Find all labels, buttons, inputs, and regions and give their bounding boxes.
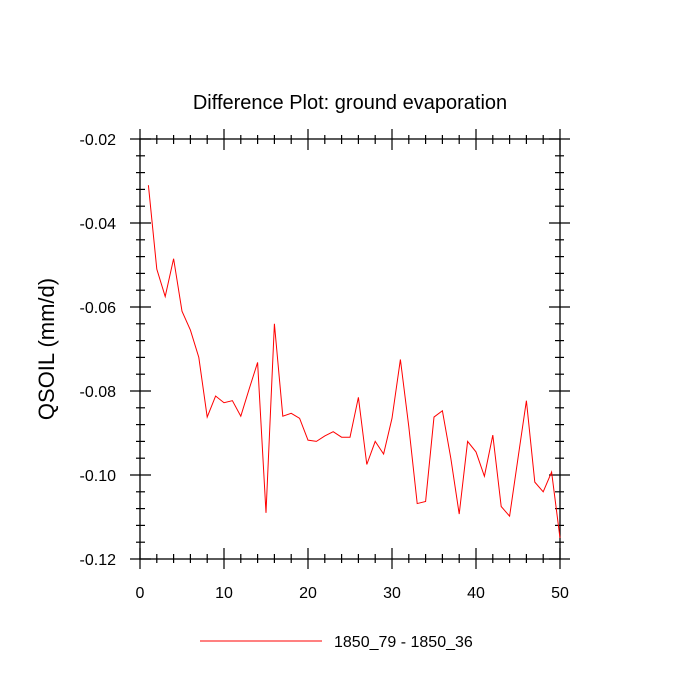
axes: 0 10 20 30 40 50 -0.02 -0.04 -0.06 -0.08 -0.10 -0.1… xyxy=(80,129,570,602)
x-tick-label: 10 xyxy=(215,585,233,602)
chart-title: Difference Plot: ground evaporation xyxy=(193,92,507,114)
y-tick-label: -0.10 xyxy=(80,468,117,485)
y-tick-label: -0.02 xyxy=(80,132,117,149)
y-axis-title: QSOIL (mm/d) xyxy=(34,278,59,420)
series-line-1 xyxy=(147,185,561,539)
plot-frame xyxy=(139,138,561,560)
x-tick-label: 30 xyxy=(383,585,401,602)
y-tick-label: -0.12 xyxy=(80,552,117,569)
x-tick-label: 50 xyxy=(551,585,569,602)
y-tick-label: -0.08 xyxy=(80,384,117,401)
y-tick-label: -0.06 xyxy=(80,300,117,317)
legend-label-series-1: 1850_79 - 1850_36 xyxy=(334,634,473,651)
y-tick-label: -0.04 xyxy=(80,216,117,233)
plot-area xyxy=(147,185,561,539)
legend: 1850_79 - 1850_36 xyxy=(200,634,473,651)
x-tick-label: 0 xyxy=(136,585,145,602)
x-tick-label: 20 xyxy=(299,585,317,602)
x-tick-label: 40 xyxy=(467,585,485,602)
